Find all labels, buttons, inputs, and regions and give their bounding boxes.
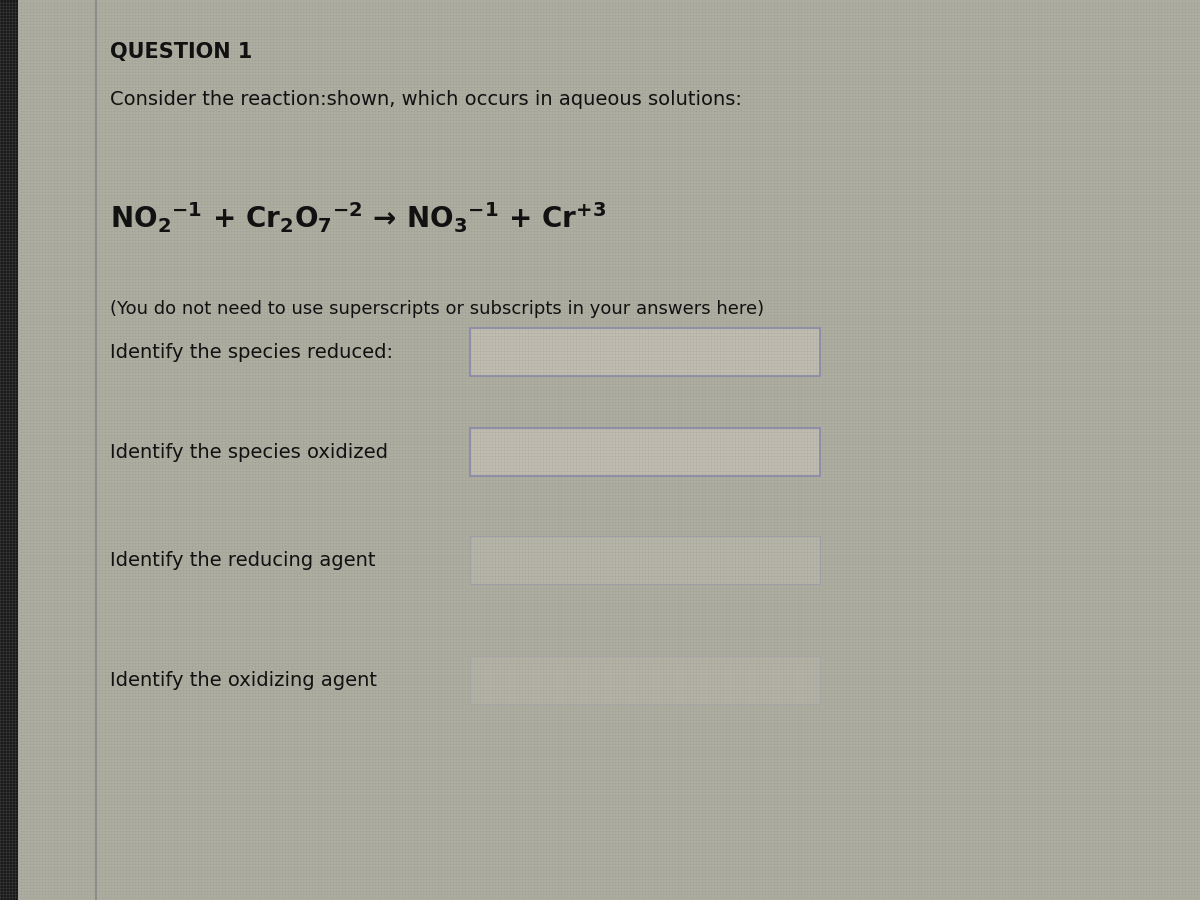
Text: Identify the species reduced:: Identify the species reduced: [110,343,394,362]
Text: Consider the reaction:shown, which occurs in aqueous solutions:: Consider the reaction:shown, which occur… [110,90,742,109]
Text: Identify the reducing agent: Identify the reducing agent [110,551,376,570]
Text: Identify the oxidizing agent: Identify the oxidizing agent [110,670,377,689]
FancyBboxPatch shape [470,536,820,584]
FancyBboxPatch shape [470,428,820,476]
Text: (You do not need to use superscripts or subscripts in your answers here): (You do not need to use superscripts or … [110,300,764,318]
Bar [0,0,18,900]
Text: $\mathbf{NO_2}^{\mathbf{-1}}$$\mathbf{\, + \, Cr_2O_7}^{\mathbf{-2}}$$\mathbf{\,: $\mathbf{NO_2}^{\mathbf{-1}}$$\mathbf{\,… [110,200,606,235]
FancyBboxPatch shape [470,656,820,704]
FancyBboxPatch shape [470,328,820,376]
Bar [95,0,97,900]
Text: Identify the species oxidized: Identify the species oxidized [110,443,388,462]
Text: QUESTION 1: QUESTION 1 [110,42,252,62]
